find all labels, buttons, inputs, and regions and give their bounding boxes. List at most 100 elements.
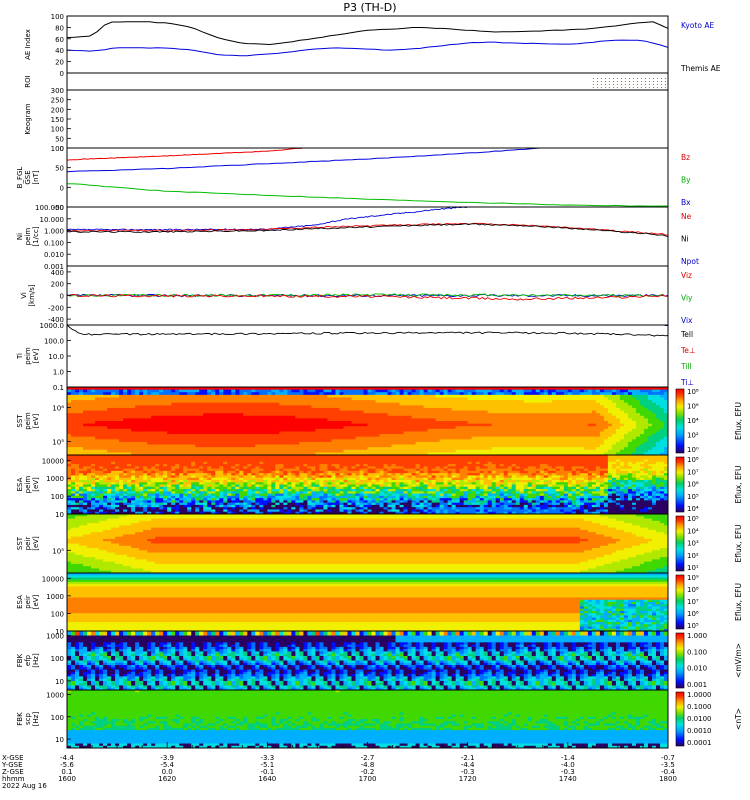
heatmap-cell [467, 421, 473, 425]
heatmap-cell [103, 421, 108, 425]
heatmap-cell [607, 457, 613, 460]
heatmap-cell [99, 464, 104, 467]
heatmap-cell [635, 455, 641, 458]
heatmap-cell [559, 421, 565, 425]
heatmap-cell [223, 434, 228, 438]
heatmap-cell [247, 444, 252, 448]
heatmap-cell [611, 428, 617, 432]
heatmap-cell [143, 389, 148, 393]
heatmap-cell [599, 410, 605, 414]
heatmap-cell [183, 400, 188, 404]
heatmap-cell [187, 405, 192, 409]
heatmap-cell [415, 407, 420, 411]
heatmap-cell [191, 421, 196, 425]
heatmap-cell [459, 436, 465, 440]
heatmap-cell [411, 434, 416, 438]
heatmap-cell [487, 449, 493, 453]
heatmap-cell [655, 457, 661, 460]
heatmap-cell [411, 449, 416, 453]
heatmap-cell [591, 423, 597, 427]
heatmap-cell [563, 447, 569, 451]
heatmap-cell [327, 457, 332, 460]
heatmap-cell [123, 452, 128, 456]
heatmap-cell [155, 434, 160, 438]
heatmap-cell [211, 423, 216, 427]
heatmap-cell [159, 415, 164, 419]
heatmap-cell [503, 457, 509, 460]
heatmap-cell [535, 447, 541, 451]
heatmap-cell [115, 461, 120, 465]
heatmap-cell [159, 400, 164, 404]
heatmap-cell [415, 418, 420, 422]
heatmap-cell [511, 389, 517, 393]
heatmap-cell [387, 389, 392, 393]
heatmap-cell [543, 421, 549, 425]
heatmap-cell [539, 449, 545, 453]
heatmap-cell [119, 447, 124, 451]
heatmap-cell [379, 461, 384, 465]
heatmap-cell [331, 400, 336, 404]
heatmap-cell [167, 464, 172, 467]
heatmap-cell [607, 397, 613, 401]
heatmap-cell [363, 452, 368, 456]
heatmap-cell [471, 459, 477, 463]
heatmap-cell [599, 418, 605, 422]
heatmap-cell [195, 410, 200, 414]
heatmap-cell [451, 423, 457, 427]
heatmap-cell [631, 415, 637, 419]
heatmap-cell [219, 434, 224, 438]
heatmap-cell [275, 464, 280, 467]
heatmap-cell [583, 457, 589, 460]
heatmap-cell [343, 444, 348, 448]
heatmap-cell [187, 392, 192, 396]
heatmap-cell [307, 397, 312, 401]
heatmap-cell [527, 389, 533, 393]
heatmap-cell [435, 387, 441, 391]
heatmap-cell [155, 444, 160, 448]
roi-dot [648, 84, 650, 85]
heatmap-cell [663, 461, 669, 465]
heatmap-cell [383, 418, 388, 422]
heatmap-cell [655, 461, 661, 465]
heatmap-cell [375, 397, 380, 401]
heatmap-cell [323, 431, 328, 435]
heatmap-cell [523, 394, 529, 398]
legend-entry: Npot [681, 257, 699, 266]
heatmap-cell [195, 413, 200, 417]
heatmap-cell [383, 407, 388, 411]
heatmap-cell [315, 418, 320, 422]
heatmap-cell [367, 415, 372, 419]
heatmap-cell [99, 459, 104, 463]
heatmap-cell [567, 461, 573, 465]
heatmap-cell [399, 413, 404, 417]
heatmap-cell [627, 413, 633, 417]
heatmap-cell [659, 394, 665, 398]
heatmap-cell [251, 434, 256, 438]
heatmap-cell [523, 402, 529, 406]
heatmap-cell [71, 434, 76, 438]
heatmap-cell [155, 392, 160, 396]
heatmap-cell [331, 407, 336, 411]
heatmap-cell [227, 444, 232, 448]
heatmap-cell [239, 423, 244, 427]
heatmap-cell [167, 439, 172, 443]
heatmap-cell [507, 461, 513, 465]
heatmap-cell [427, 402, 433, 406]
heatmap-cell [443, 428, 449, 432]
heatmap-cell [623, 428, 629, 432]
heatmap-cell [375, 400, 380, 404]
heatmap-cell [599, 413, 605, 417]
heatmap-cell [279, 426, 284, 430]
heatmap-cell [215, 397, 220, 401]
heatmap-cell [215, 455, 220, 458]
heatmap-cell [627, 400, 633, 404]
heatmap-cell [151, 426, 156, 430]
heatmap-cell [503, 394, 509, 398]
heatmap-cell [207, 400, 212, 404]
heatmap-cell [339, 418, 344, 422]
heatmap-cell [567, 418, 573, 422]
heatmap-cell [487, 392, 493, 396]
heatmap-cell [555, 400, 561, 404]
y-axis-label: AE Index [24, 29, 32, 60]
heatmap-cell [151, 436, 156, 440]
